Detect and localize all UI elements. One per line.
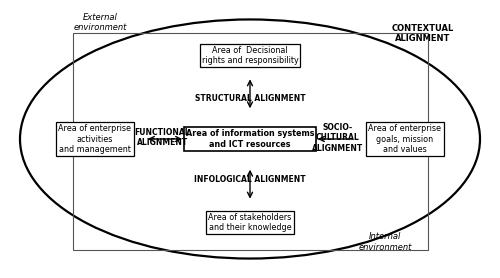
Bar bbox=[72, 33, 428, 250]
Text: STRUCTURAL ALIGNMENT: STRUCTURAL ALIGNMENT bbox=[194, 94, 306, 103]
Text: Area of enterprise
activities
and management: Area of enterprise activities and manage… bbox=[58, 124, 132, 154]
Text: Internal
environment: Internal environment bbox=[358, 232, 412, 252]
Text: SOCIO-
CULTURAL
ALIGNMENT: SOCIO- CULTURAL ALIGNMENT bbox=[312, 123, 363, 153]
Text: FUNCTIONAL
ALIGNMENT: FUNCTIONAL ALIGNMENT bbox=[134, 128, 190, 147]
Text: Area of stakeholders
and their knowledge: Area of stakeholders and their knowledge bbox=[208, 213, 292, 232]
Text: CONTEXTUAL
ALIGNMENT: CONTEXTUAL ALIGNMENT bbox=[392, 24, 454, 43]
Text: INFOLOGICAL ALIGNMENT: INFOLOGICAL ALIGNMENT bbox=[194, 175, 306, 183]
Text: External
environment: External environment bbox=[74, 13, 126, 32]
Text: Area of enterprise
goals, mission
and values: Area of enterprise goals, mission and va… bbox=[368, 124, 442, 154]
Text: Area of  Decisional
rights and responsibility: Area of Decisional rights and responsibi… bbox=[202, 46, 298, 65]
Text: Area of information systems
and ICT resources: Area of information systems and ICT reso… bbox=[186, 129, 314, 149]
